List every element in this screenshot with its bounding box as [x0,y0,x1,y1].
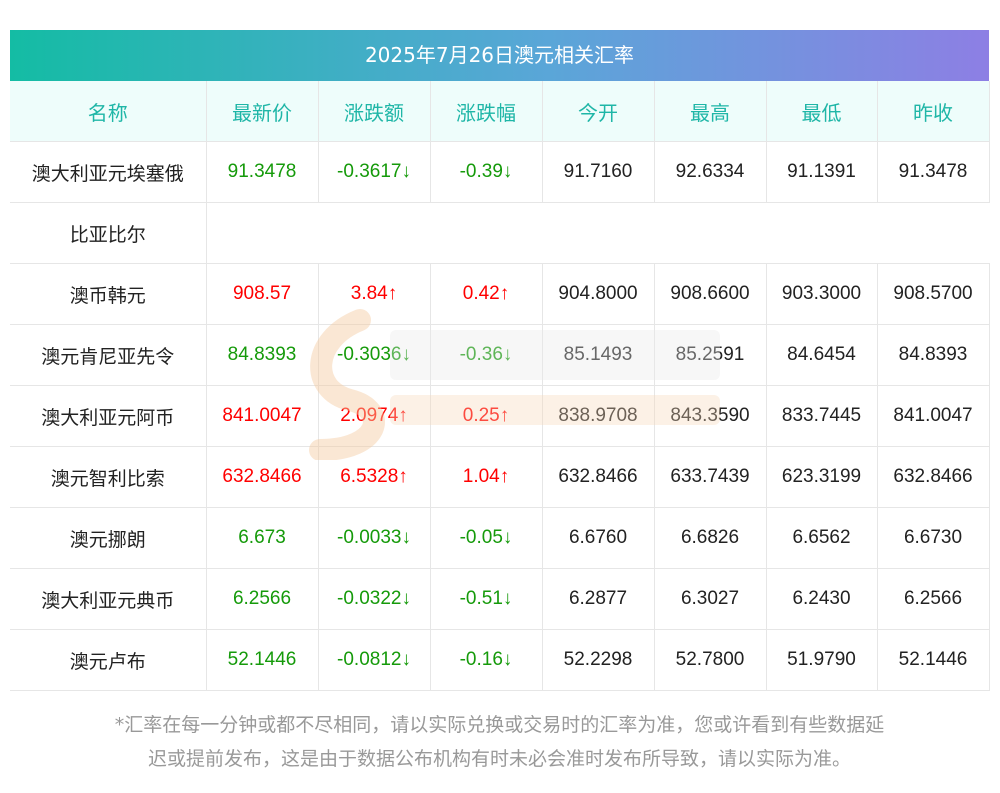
rates-table: 名称 最新价 涨跌额 涨跌幅 今开 最高 最低 昨收 澳大利亚元埃塞俄 91.3… [10,81,990,691]
table-row: 澳元挪朗 6.673 -0.0033↓ -0.05↓ 6.6760 6.6826… [10,507,990,569]
table-row: 澳元智利比索 632.8466 6.5328↑ 1.04↑ 632.8466 6… [10,446,990,508]
rates-widget: 2025年7月26日澳元相关汇率 名称 最新价 涨跌额 涨跌幅 今开 最高 最低… [10,30,990,691]
currency-name: 澳大利亚元典币 [10,568,207,630]
open-price: 91.7160 [542,141,655,203]
currency-name: 澳币韩元 [10,263,207,325]
change-percent: 1.04↑ [430,446,543,508]
low-price: 51.9790 [766,629,878,691]
prev-close: 91.3478 [877,141,990,203]
open-price: 6.2877 [542,568,655,630]
latest-price: 841.0047 [206,385,319,447]
change-percent: -0.36↓ [430,324,543,386]
latest-price: 84.8393 [206,324,319,386]
change-amount: -0.3617↓ [318,141,431,203]
low-price: 833.7445 [766,385,878,447]
latest-price: 6.2566 [206,568,319,630]
currency-name-continued: 比亚比尔 [10,202,207,264]
disclaimer: *汇率在每一分钟或都不尽相同，请以实际兑换或交易时的汇率为准，您或许看到有些数据… [10,708,989,776]
table-row: 澳大利亚元阿币 841.0047 2.0974↑ 0.25↑ 838.9708 … [10,385,990,447]
latest-price: 908.57 [206,263,319,325]
low-price: 84.6454 [766,324,878,386]
prev-close: 6.6730 [877,507,990,569]
header-name: 名称 [10,81,207,142]
open-price: 838.9708 [542,385,655,447]
change-amount: -0.0322↓ [318,568,431,630]
low-price: 903.3000 [766,263,878,325]
currency-name: 澳大利亚元埃塞俄 [10,141,207,203]
empty-cell [206,202,989,264]
header-change-pct: 涨跌幅 [430,81,543,142]
prev-close: 52.1446 [877,629,990,691]
change-amount: 3.84↑ [318,263,431,325]
change-percent: -0.16↓ [430,629,543,691]
high-price: 633.7439 [654,446,767,508]
header-row: 名称 最新价 涨跌额 涨跌幅 今开 最高 最低 昨收 [10,81,990,142]
currency-name: 澳大利亚元阿币 [10,385,207,447]
low-price: 91.1391 [766,141,878,203]
table-row: 澳币韩元 908.57 3.84↑ 0.42↑ 904.8000 908.660… [10,263,990,325]
table-row: 澳大利亚元埃塞俄 91.3478 -0.3617↓ -0.39↓ 91.7160… [10,141,990,203]
change-amount: 2.0974↑ [318,385,431,447]
latest-price: 91.3478 [206,141,319,203]
change-percent: -0.51↓ [430,568,543,630]
high-price: 6.6826 [654,507,767,569]
header-change: 涨跌额 [318,81,431,142]
table-row-continuation: 比亚比尔 [10,202,989,264]
high-price: 6.3027 [654,568,767,630]
high-price: 843.3590 [654,385,767,447]
table-row: 澳元肯尼亚先令 84.8393 -0.3036↓ -0.36↓ 85.1493 … [10,324,990,386]
change-amount: -0.0812↓ [318,629,431,691]
change-percent: -0.39↓ [430,141,543,203]
high-price: 908.6600 [654,263,767,325]
change-amount: -0.3036↓ [318,324,431,386]
prev-close: 6.2566 [877,568,990,630]
table-row: 澳大利亚元典币 6.2566 -0.0322↓ -0.51↓ 6.2877 6.… [10,568,990,630]
open-price: 6.6760 [542,507,655,569]
currency-name: 澳元卢布 [10,629,207,691]
low-price: 6.6562 [766,507,878,569]
table-row: 澳元卢布 52.1446 -0.0812↓ -0.16↓ 52.2298 52.… [10,629,990,691]
change-percent: 0.42↑ [430,263,543,325]
disclaimer-line-1: *汇率在每一分钟或都不尽相同，请以实际兑换或交易时的汇率为准，您或许看到有些数据… [114,714,885,736]
prev-close: 908.5700 [877,263,990,325]
currency-name: 澳元智利比索 [10,446,207,508]
change-amount: -0.0033↓ [318,507,431,569]
prev-close: 632.8466 [877,446,990,508]
high-price: 85.2591 [654,324,767,386]
header-latest: 最新价 [206,81,319,142]
change-percent: 0.25↑ [430,385,543,447]
change-percent: -0.05↓ [430,507,543,569]
latest-price: 632.8466 [206,446,319,508]
low-price: 6.2430 [766,568,878,630]
prev-close: 841.0047 [877,385,990,447]
currency-name: 澳元挪朗 [10,507,207,569]
disclaimer-line-2: 迟或提前发布，这是由于数据公布机构有时未必会准时发布所导致，请以实际为准。 [147,748,851,770]
header-high: 最高 [654,81,767,142]
open-price: 632.8466 [542,446,655,508]
open-price: 904.8000 [542,263,655,325]
change-amount: 6.5328↑ [318,446,431,508]
header-low: 最低 [766,81,878,142]
table-title: 2025年7月26日澳元相关汇率 [10,30,989,81]
prev-close: 84.8393 [877,324,990,386]
latest-price: 52.1446 [206,629,319,691]
header-open: 今开 [542,81,655,142]
high-price: 92.6334 [654,141,767,203]
low-price: 623.3199 [766,446,878,508]
currency-name: 澳元肯尼亚先令 [10,324,207,386]
open-price: 85.1493 [542,324,655,386]
open-price: 52.2298 [542,629,655,691]
high-price: 52.7800 [654,629,767,691]
latest-price: 6.673 [206,507,319,569]
header-prev-close: 昨收 [877,81,990,142]
